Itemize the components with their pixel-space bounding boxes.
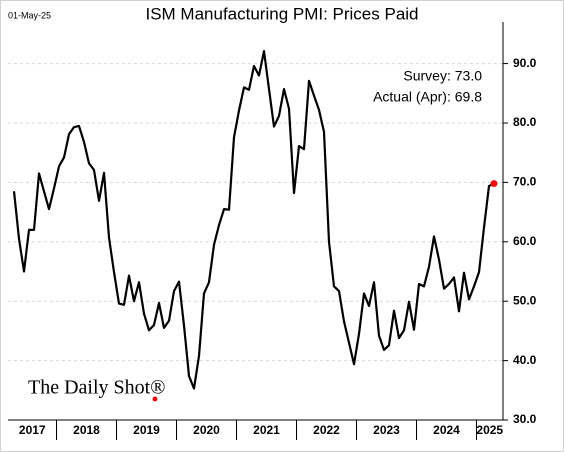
- y-tick-label: 80.0: [513, 115, 537, 129]
- y-tick-label: 50.0: [513, 293, 537, 307]
- x-tick-label: 2017: [19, 423, 46, 437]
- annotation: Survey: 73.0: [403, 68, 482, 84]
- x-tick-label: 2022: [313, 423, 340, 437]
- x-tick-label: 2020: [193, 423, 220, 437]
- y-tick-label: 60.0: [513, 234, 537, 248]
- last-point: [490, 180, 498, 188]
- y-tick-label: 40.0: [513, 353, 537, 367]
- y-tick-label: 90.0: [513, 56, 537, 70]
- date-label: 01-May-25: [8, 10, 51, 20]
- series-line: [12, 50, 495, 390]
- y-tick-label: 70.0: [513, 175, 537, 189]
- x-tick-label: 2024: [433, 423, 460, 437]
- x-tick-label: 2018: [73, 423, 100, 437]
- chart-title: ISM Manufacturing PMI: Prices Paid: [145, 4, 418, 23]
- x-tick-label: 2023: [373, 423, 400, 437]
- x-tick-label: 2025: [476, 423, 503, 437]
- y-tick-label: 30.0: [513, 412, 537, 426]
- logo-dot: [152, 396, 158, 402]
- source-logo: The Daily Shot®: [28, 377, 165, 399]
- x-tick-label: 2019: [133, 423, 160, 437]
- x-tick-label: 2021: [253, 423, 280, 437]
- annotation: Actual (Apr): 69.8: [373, 89, 482, 105]
